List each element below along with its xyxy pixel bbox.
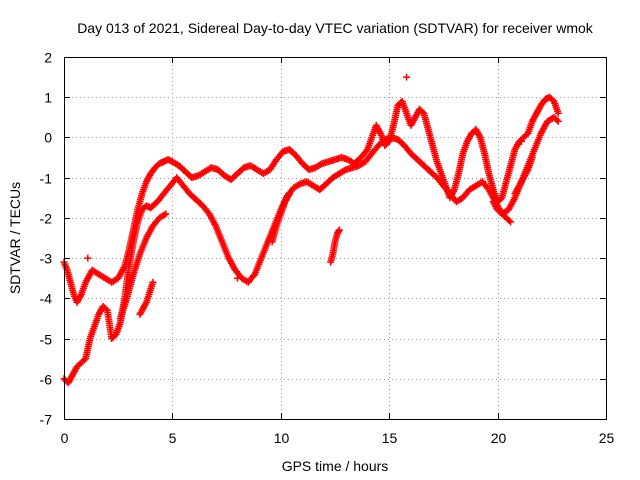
y-tick-label: 0 [44, 130, 52, 146]
series-arc-12.3-12.7h [327, 226, 343, 266]
x-tick-label: 10 [274, 430, 290, 446]
data-point [505, 217, 513, 225]
data-point [84, 254, 92, 262]
data-point [233, 274, 241, 282]
y-tick-label: -7 [40, 412, 53, 428]
series-arc-20.8-21.6h [511, 154, 536, 198]
data-point [162, 210, 170, 218]
data-marks [60, 73, 562, 387]
x-tick-label: 15 [382, 430, 398, 446]
x-tick-label: 25 [599, 430, 615, 446]
y-tick-label: -4 [40, 291, 53, 307]
chart-title: Day 013 of 2021, Sidereal Day-to-day VTE… [77, 20, 594, 36]
data-point [517, 137, 525, 145]
data-point [285, 190, 293, 198]
axis-ticks: 0 5 10 15 20 25 -7 -6 -5 -4 -3 -2 -1 0 1 2 [40, 50, 615, 447]
data-point [335, 226, 343, 234]
y-tick-label: -5 [40, 332, 53, 348]
y-tick-label: -2 [40, 211, 53, 227]
x-axis-label: GPS time / hours [282, 458, 389, 474]
series-mid-arc-3-5h [116, 210, 170, 322]
data-point [554, 109, 562, 117]
grid [64, 57, 606, 419]
y-tick-label: -6 [40, 372, 53, 388]
y-tick-label: 1 [44, 90, 52, 106]
data-point [554, 117, 562, 125]
y-tick-label: -1 [40, 171, 53, 187]
x-tick-label: 0 [61, 430, 69, 446]
y-tick-label: 2 [44, 50, 52, 66]
series-lower-trace [60, 113, 562, 387]
x-tick-label: 5 [169, 430, 177, 446]
data-point [403, 73, 411, 81]
data-point [507, 218, 515, 226]
data-point [149, 278, 157, 286]
plot-frame [64, 57, 607, 420]
data-point [528, 154, 536, 162]
series-arc-9.6-10.5h [268, 190, 293, 246]
series-arc-3.5-4.5h [136, 278, 157, 318]
data-point [102, 305, 110, 313]
y-axis-label: SDTVAR / TECUs [7, 182, 23, 294]
series-arc-19.8-20.7h [489, 198, 515, 226]
series-isolated-points [84, 73, 525, 282]
y-tick-label: -3 [40, 251, 53, 267]
x-tick-label: 20 [491, 430, 507, 446]
data-point [553, 116, 561, 124]
